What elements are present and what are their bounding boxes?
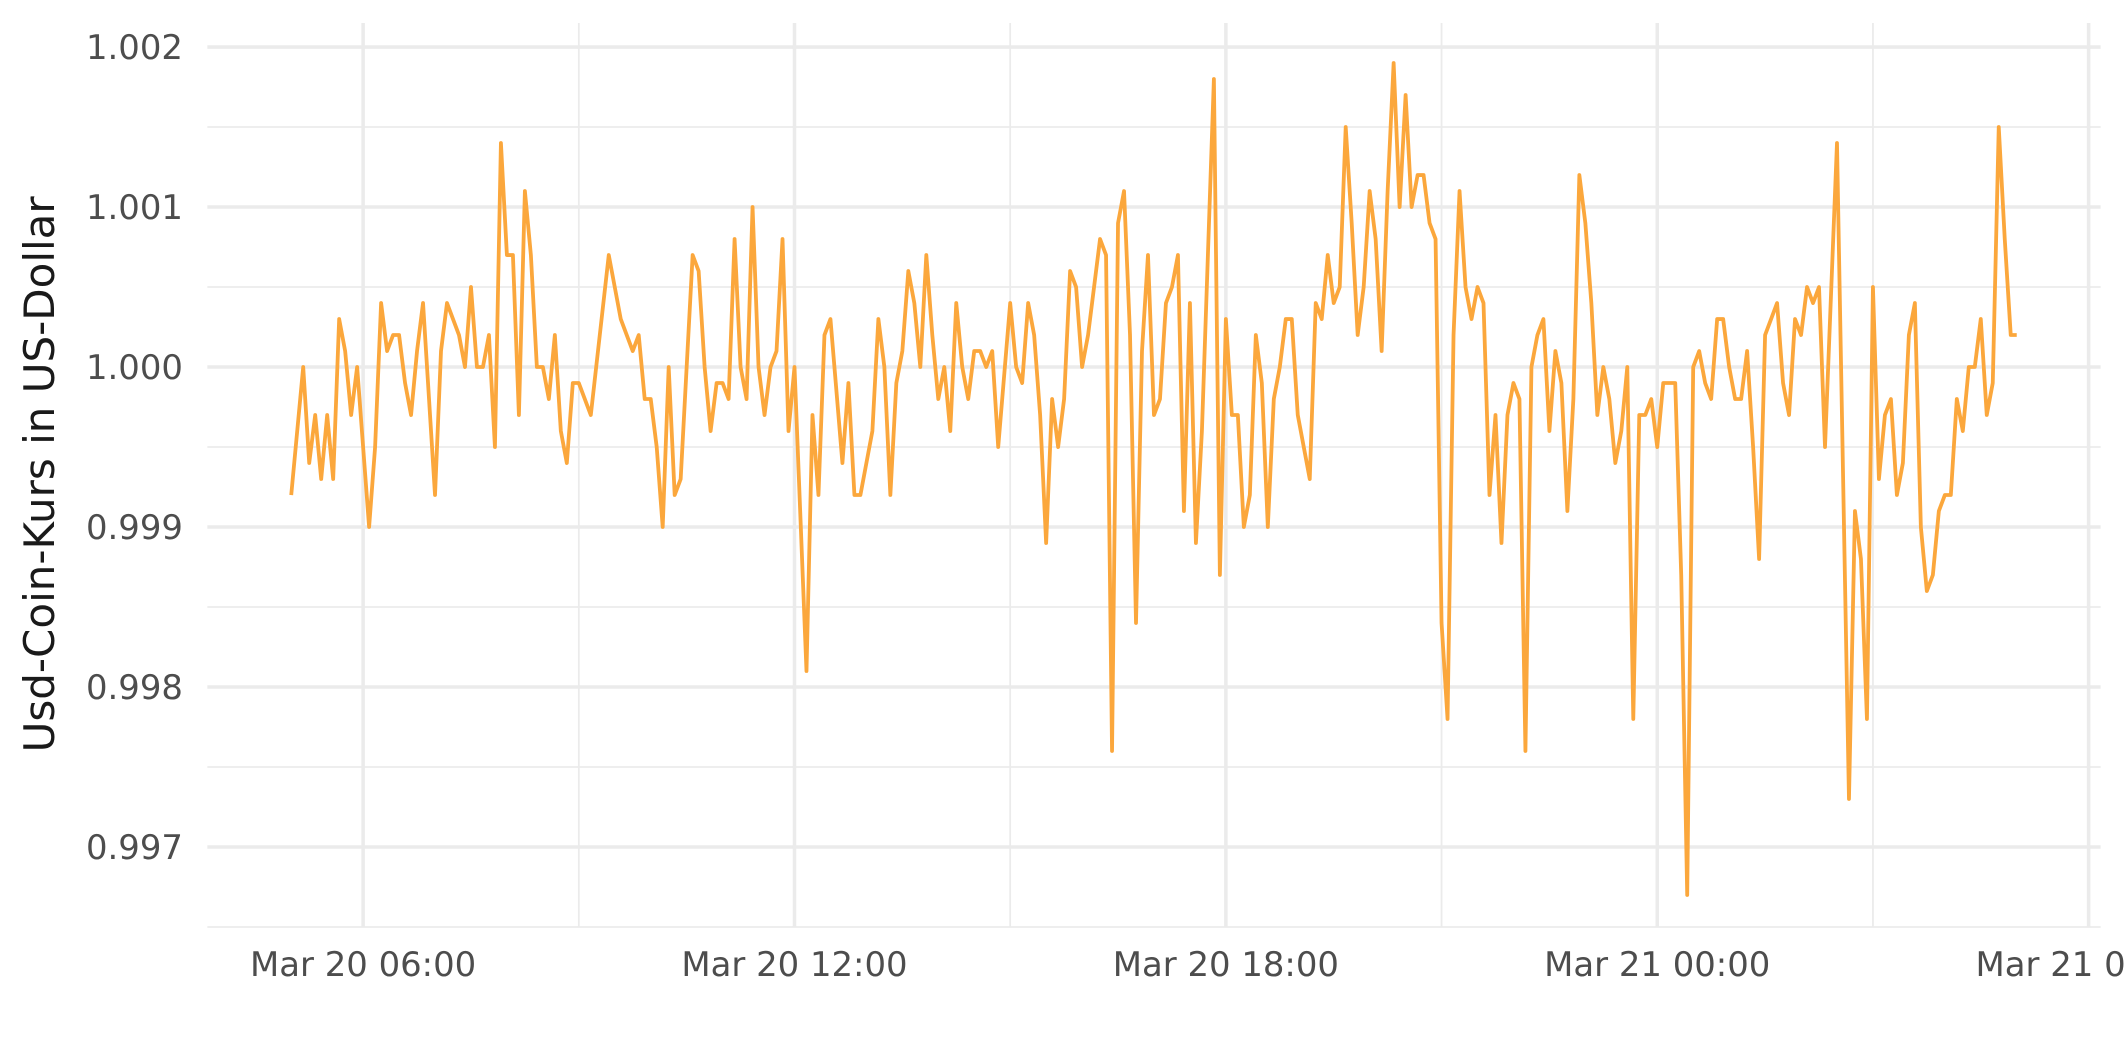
y-tick-label: 0.998 [86, 668, 183, 707]
x-tick-label: Mar 21 00:00 [1544, 945, 1770, 984]
x-tick-label: Mar 20 06:00 [250, 945, 476, 984]
y-tick-label: 1.002 [86, 28, 183, 67]
y-tick-label: 1.001 [86, 188, 183, 227]
y-axis-label: Usd-Coin-Kurs in US-Dollar [15, 196, 64, 753]
y-tick-label: 1.000 [86, 348, 183, 387]
x-tick-label: Mar 21 06:00 [1976, 945, 2125, 984]
y-tick-label: 0.999 [86, 508, 183, 547]
data-line [289, 61, 2017, 897]
y-tick-label: 0.997 [86, 828, 183, 867]
x-tick-label: Mar 20 12:00 [681, 945, 907, 984]
x-tick-label: Mar 20 18:00 [1113, 945, 1339, 984]
